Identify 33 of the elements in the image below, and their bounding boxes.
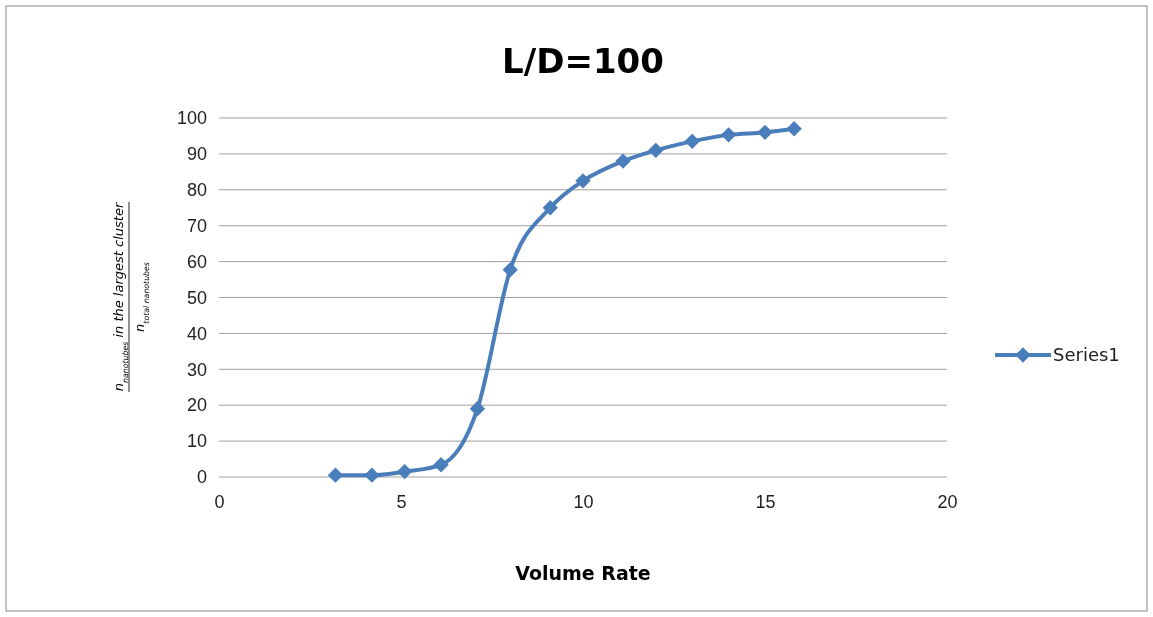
point (469, 401, 486, 417)
point (684, 133, 700, 150)
point (786, 121, 802, 137)
y-tick-label: 30 (186, 359, 207, 380)
y-tick-label: 100 (176, 108, 207, 129)
y-tick-label: 10 (186, 431, 207, 452)
point (396, 463, 413, 480)
y-tick-label: 0 (196, 467, 207, 488)
x-tick-label: 5 (396, 491, 407, 512)
point (433, 457, 449, 473)
chart-title: L/D=100 (502, 41, 664, 81)
x-tick-label: 20 (937, 491, 958, 512)
point (757, 124, 773, 141)
point (327, 467, 344, 483)
point (542, 200, 558, 216)
x-axis-title: Volume Rate (515, 562, 651, 584)
legend-label: Series1 (1053, 344, 1120, 365)
y-tick-label: 90 (186, 144, 207, 165)
point (502, 262, 518, 278)
point (720, 127, 737, 143)
y-tick-label: 50 (186, 287, 207, 308)
point (575, 173, 591, 189)
y-tick-label: 20 (186, 395, 207, 416)
point (615, 153, 631, 169)
point (648, 142, 664, 158)
point (364, 467, 380, 483)
x-tick-label: 15 (755, 491, 776, 512)
x-tick-label: 0 (214, 491, 225, 512)
y-tick-label: 60 (186, 251, 207, 272)
y-tick-label: 80 (186, 180, 207, 201)
y-tick-label: 70 (186, 215, 207, 236)
y-tick-label: 40 (186, 323, 207, 344)
x-tick-label: 10 (573, 491, 594, 512)
